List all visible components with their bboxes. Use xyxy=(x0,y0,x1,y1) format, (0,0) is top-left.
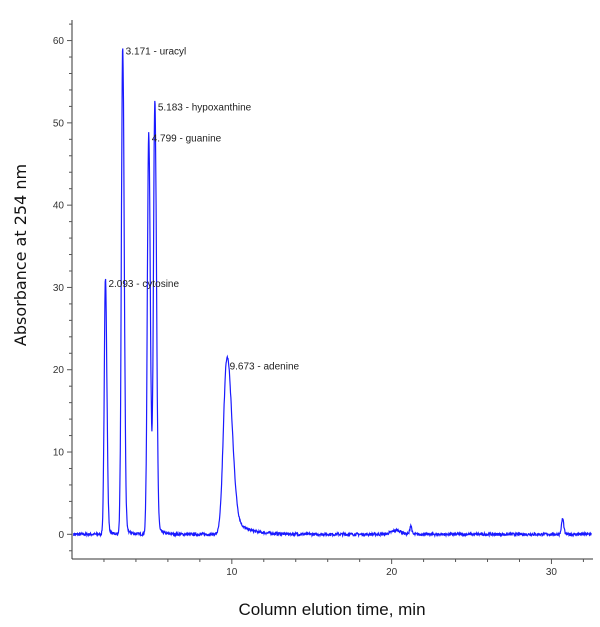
x-tick-label: 20 xyxy=(386,567,398,578)
y-tick-label: 50 xyxy=(53,118,65,129)
y-tick-label: 60 xyxy=(53,36,65,47)
x-tick-label: 10 xyxy=(226,567,238,578)
peak-labels: 2.093 - cytosine 3.171 - uracyl 4.799 - gu… xyxy=(108,46,299,372)
y-tick-label: 30 xyxy=(53,283,65,294)
y-tick-label: 10 xyxy=(53,448,65,459)
x-axis-label: Column elution time, min xyxy=(238,600,425,619)
peak-label: 3.171 - uracyl xyxy=(126,46,187,57)
y-tick-label: 20 xyxy=(53,365,65,376)
x-tick-label: 30 xyxy=(546,567,558,578)
axes: 0 10 20 30 40 50 60 10 20 30 xyxy=(53,20,593,578)
y-tick-label: 0 xyxy=(58,530,64,541)
peak-label: 4.799 - guanine xyxy=(152,134,222,145)
peak-label: 2.093 - cytosine xyxy=(108,279,179,290)
y-tick-label: 40 xyxy=(53,201,65,212)
peak-label: 9.673 - adenine xyxy=(230,362,300,373)
y-axis-label: Absorbance at 254 nm xyxy=(11,164,30,346)
peak-label: 5.183 - hypoxanthine xyxy=(158,102,252,113)
absorbance-trace xyxy=(73,48,592,539)
